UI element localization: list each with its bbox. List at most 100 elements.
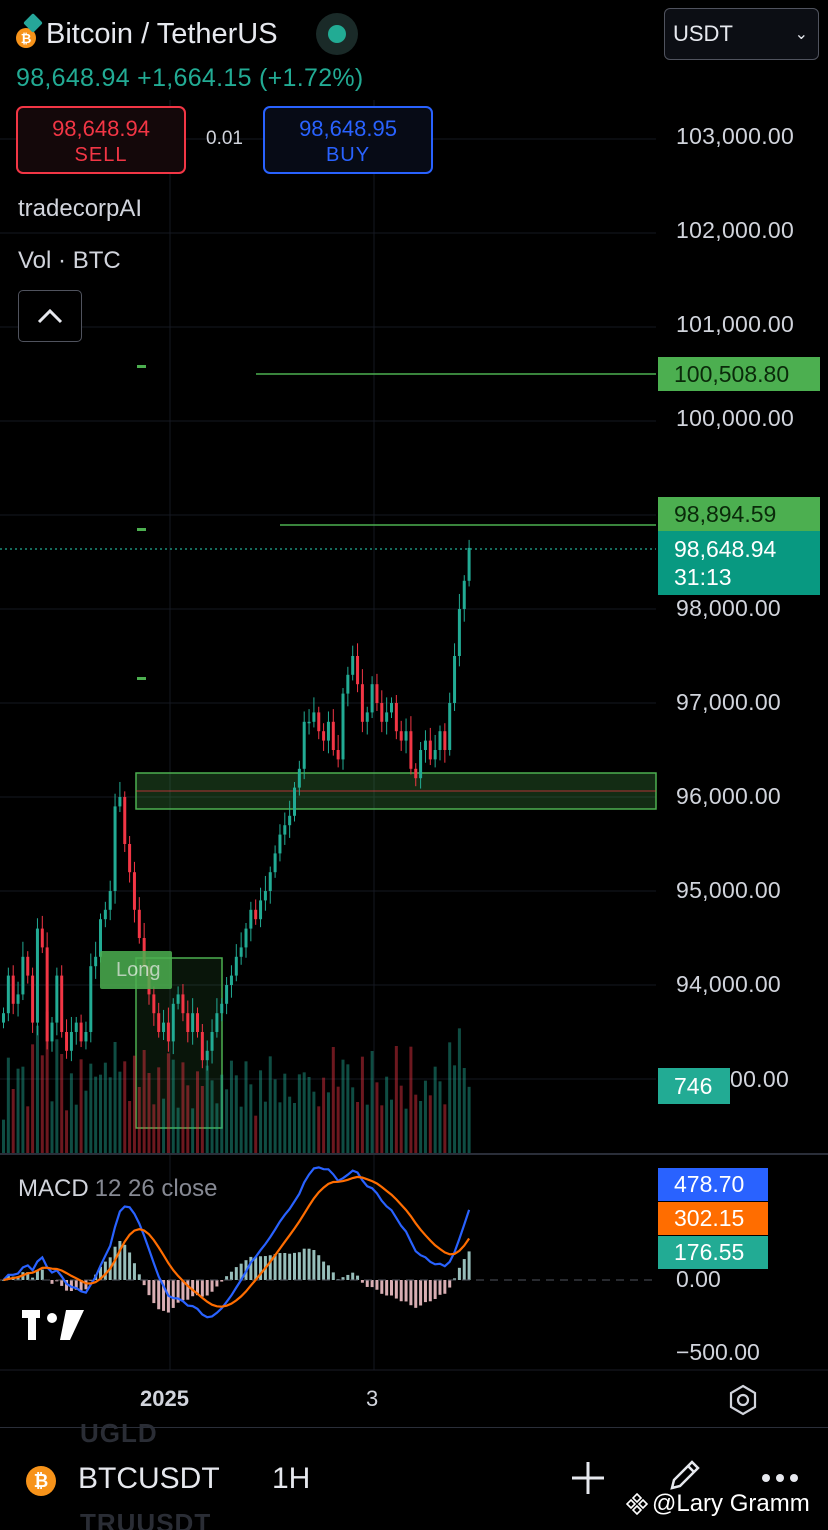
volume-indicator-label[interactable]: Vol · BTC [18, 247, 121, 274]
long-position-label[interactable]: Long [100, 951, 172, 989]
volume-bar [196, 1071, 199, 1153]
volume-bar [229, 1060, 233, 1153]
macd-hist-bar [162, 1280, 166, 1311]
macd-hist-bar [375, 1280, 379, 1290]
price-axis-label: 103,000.00 [676, 123, 795, 149]
candle-body [94, 956, 98, 967]
macd-hist-bar [326, 1265, 330, 1280]
volume-bar [438, 1081, 442, 1153]
volume-bar [16, 1068, 20, 1153]
volume-bar [356, 1102, 360, 1153]
macd-axis-label: −500.00 [676, 1339, 760, 1365]
volume-bar [142, 1050, 146, 1153]
volume-bar [205, 1065, 209, 1153]
volume-bar [365, 1104, 369, 1153]
macd-hist-bar [128, 1252, 132, 1280]
volume-bar [419, 1101, 423, 1153]
volume-bar [302, 1072, 306, 1153]
volume-bar [176, 1107, 180, 1153]
alert-price-tag[interactable]: 98,894.59 [658, 497, 820, 531]
volume-bar [65, 1110, 69, 1153]
price-axis-label: 00.00 [730, 1066, 790, 1092]
macd-hist-bar [84, 1280, 88, 1290]
volume-bar [69, 1073, 73, 1153]
sell-button[interactable]: 98,648.94 SELL [16, 106, 186, 174]
volume-bar [390, 1099, 393, 1153]
macd-hist-bar [467, 1251, 471, 1280]
candle-body [428, 740, 432, 760]
volume-bar [443, 1104, 447, 1153]
currency-select[interactable]: USDT ⌄ [664, 8, 819, 60]
collapse-indicators-button[interactable] [18, 290, 82, 342]
candle-body [283, 825, 287, 835]
volume-bar [181, 1062, 185, 1153]
candle-body [181, 994, 185, 1014]
volume-bar [346, 1064, 350, 1153]
macd-hist-bar [123, 1244, 127, 1280]
macd-hist-bar [423, 1280, 427, 1303]
candle-body [302, 721, 306, 769]
interval-selector[interactable]: 1H [272, 1462, 311, 1495]
ghost-list-item: UGLD [80, 1418, 158, 1448]
macd-hist-bar [302, 1248, 306, 1280]
macd-legend[interactable]: MACD 12 26 close [18, 1175, 217, 1203]
market-status-icon[interactable] [315, 13, 358, 55]
candle-body [16, 994, 20, 1004]
drawing-pen-icon[interactable] [664, 1456, 704, 1496]
plus-icon[interactable] [570, 1460, 606, 1496]
macd-hist-bar [273, 1254, 277, 1280]
candle-body [50, 1022, 54, 1042]
candle-body [254, 909, 258, 920]
candle-body [215, 1013, 219, 1032]
volume-bar [128, 1101, 132, 1153]
binance-logo-icon [626, 1493, 648, 1515]
macd-hist-bar [356, 1275, 360, 1280]
candle-body [225, 985, 229, 1004]
macd-histogram [2, 1240, 471, 1313]
volume-bar [152, 1104, 156, 1153]
macd-hist-bar [50, 1280, 54, 1284]
watermark: @Lary Gramm [626, 1490, 810, 1518]
volume-bar [99, 1074, 102, 1153]
macd-hist-bar [215, 1280, 219, 1287]
candle-body [166, 1022, 170, 1042]
chart-settings-icon[interactable] [726, 1383, 760, 1417]
candle-body [132, 872, 136, 910]
macd-hist-bar [268, 1255, 272, 1280]
indicator-script-name[interactable]: tradecorpAI [18, 195, 143, 222]
macd-hist-bar [414, 1280, 418, 1308]
candle-body [399, 731, 403, 741]
alert-price-tag[interactable]: 100,508.80 [658, 357, 820, 391]
volume-bar [84, 1090, 88, 1153]
macd-hist-bar [462, 1259, 466, 1280]
macd-hist-bar [380, 1280, 384, 1294]
macd-hist-bar [249, 1256, 253, 1280]
volume-bar [239, 1106, 243, 1153]
symbol-header[interactable]: ₿ Bitcoin / TetherUS [16, 13, 358, 55]
marker [137, 677, 146, 680]
more-options-icon[interactable] [760, 1472, 800, 1484]
symbol-selector[interactable]: BTCUSDT [78, 1462, 220, 1495]
volume-bar [423, 1080, 427, 1153]
candle-body [263, 891, 267, 901]
chevron-up-icon [37, 308, 63, 324]
macd-hist-bar [297, 1252, 301, 1280]
macd-axis-label: 0.00 [676, 1266, 721, 1292]
volume-bar [234, 1075, 238, 1153]
candle-body [239, 947, 243, 957]
volume-bar [220, 1074, 224, 1153]
candle-body [113, 806, 117, 891]
volume-bar [21, 1066, 25, 1153]
volume-bar [453, 1065, 457, 1153]
price-axis-label: 95,000.00 [676, 877, 782, 903]
volume-bar [11, 1089, 15, 1153]
volume-bar [380, 1105, 384, 1153]
macd-hist-bar [453, 1278, 457, 1280]
volume-bar [2, 1119, 5, 1153]
volume-bar [45, 1011, 49, 1153]
candle-body [351, 656, 355, 675]
volume-bar [60, 1054, 64, 1153]
macd-hist-bar [35, 1271, 39, 1280]
buy-button[interactable]: 98,648.95 BUY [263, 106, 433, 174]
